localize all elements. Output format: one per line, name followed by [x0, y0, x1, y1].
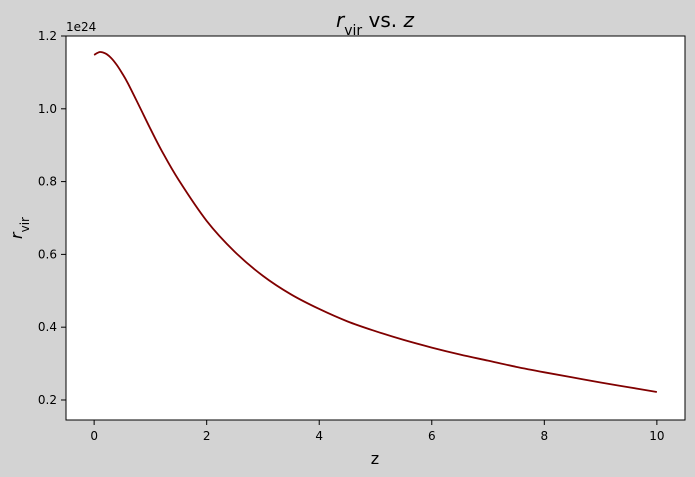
x-tick-label: 10 — [649, 429, 664, 443]
series-line-0 — [93, 51, 658, 393]
x-tick-label: 6 — [428, 429, 436, 443]
axes-background — [66, 36, 685, 420]
title-middle: vs. — [362, 8, 403, 32]
y-tick-label: 0.6 — [38, 247, 57, 261]
x-tick-label: 2 — [203, 429, 211, 443]
y-axis-label: rvir — [7, 217, 32, 239]
x-axis-ticks: 0 2 4 6 8 10 — [90, 420, 665, 443]
x-tick-label: 8 — [540, 429, 548, 443]
series-layer — [93, 51, 658, 393]
y-tick-label: 0.4 — [38, 320, 57, 334]
x-tick-label: 4 — [315, 429, 323, 443]
y-label-variable: r — [7, 231, 26, 239]
y-tick-label: 0.8 — [38, 175, 57, 189]
y-offset-text: 1e24 — [66, 20, 96, 34]
x-axis-label: z — [371, 449, 379, 468]
y-tick-label: 0.2 — [38, 393, 57, 407]
title-variable-2: z — [403, 8, 415, 32]
x-tick-label: 0 — [90, 429, 98, 443]
y-tick-label: 1.2 — [38, 29, 57, 43]
chart-title: rvir vs. z — [336, 8, 415, 39]
axes-frame — [65, 35, 686, 421]
y-label-subscript: vir — [18, 217, 32, 232]
title-variable: r — [336, 8, 346, 32]
y-axis-ticks: 0.2 0.4 0.6 0.8 1.0 1.2 — [38, 29, 66, 407]
title-subscript: vir — [344, 23, 362, 39]
y-tick-label: 1.0 — [38, 102, 57, 116]
